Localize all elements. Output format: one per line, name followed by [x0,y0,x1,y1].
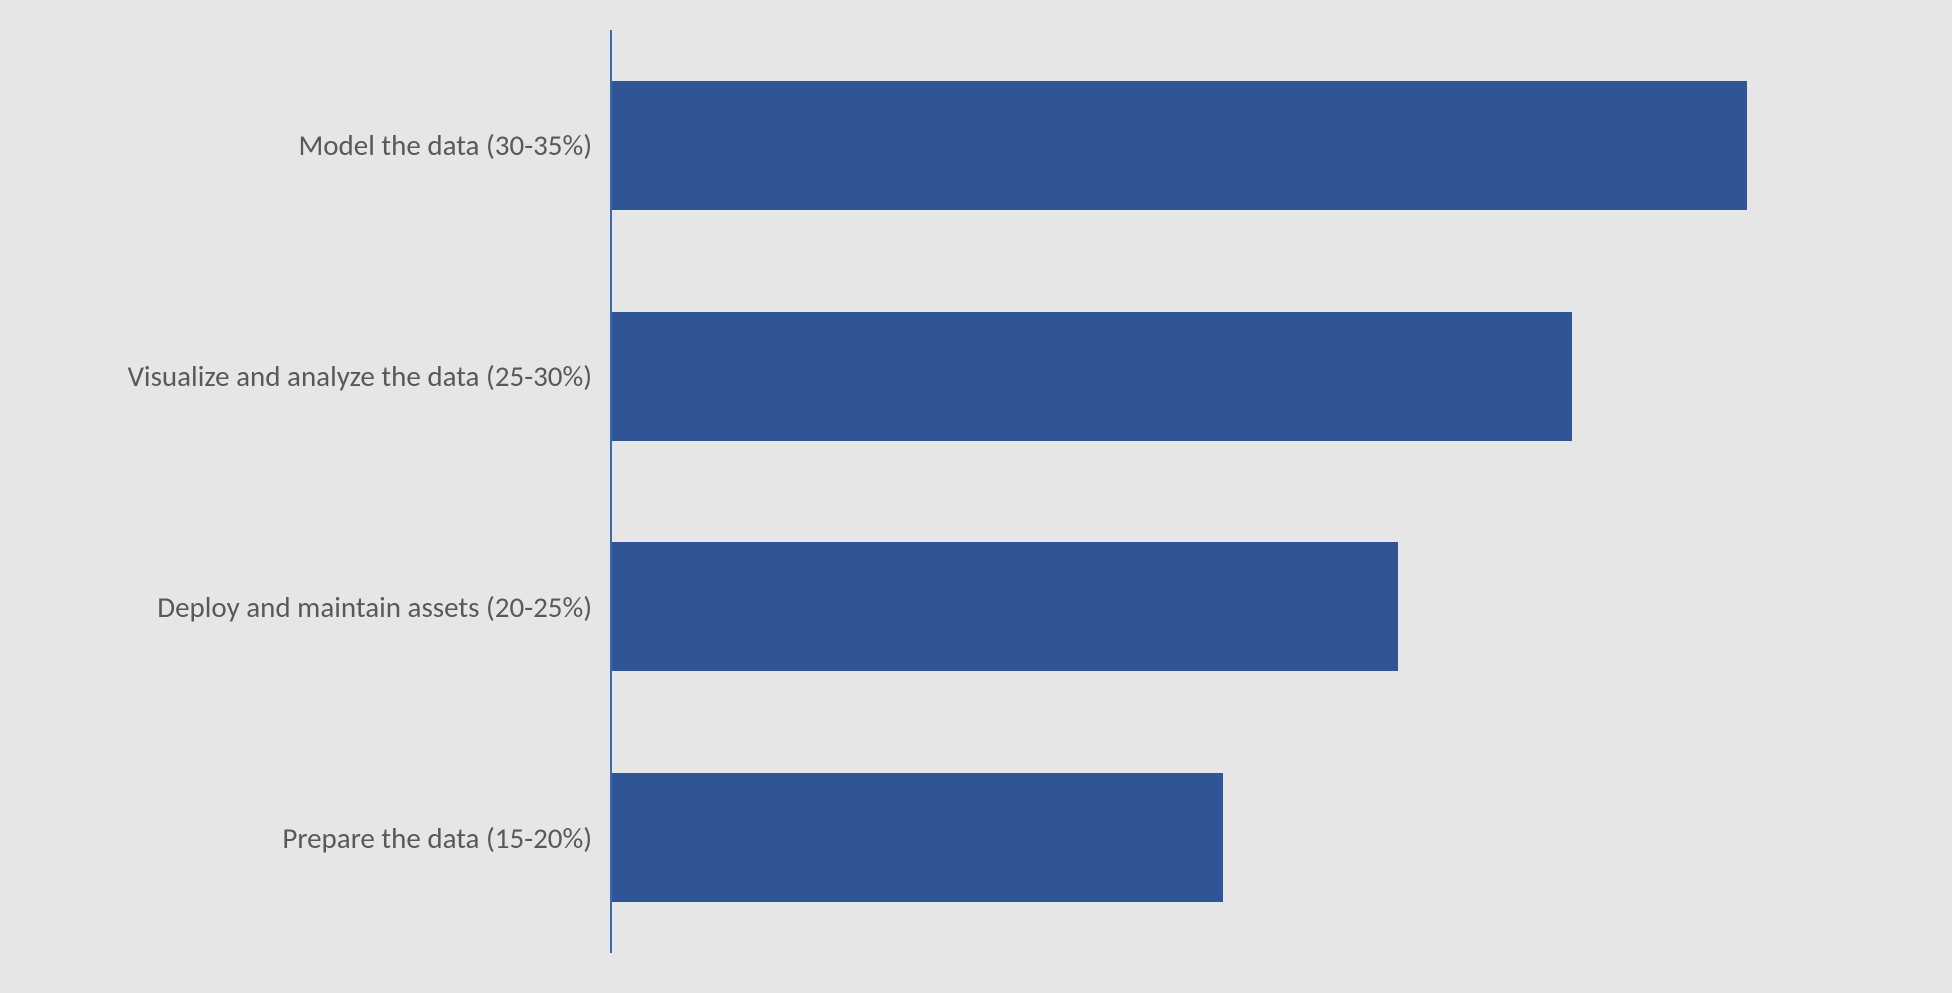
category-label: Model the data (30-35%) [0,127,610,163]
bar [612,773,1223,902]
category-label: Visualize and analyze the data (25-30%) [0,358,610,394]
chart-row: Model the data (30-35%) [0,30,1832,261]
bar [612,542,1398,671]
bar [612,312,1572,441]
bar-area [610,492,1832,723]
horizontal-bar-chart: Model the data (30-35%) Visualize and an… [0,0,1952,993]
chart-row: Prepare the data (15-20%) [0,722,1832,953]
category-label: Deploy and maintain assets (20-25%) [0,589,610,625]
bar-area [610,30,1832,261]
chart-row: Deploy and maintain assets (20-25%) [0,492,1832,723]
category-label: Prepare the data (15-20%) [0,820,610,856]
bar-area [610,261,1832,492]
chart-row: Visualize and analyze the data (25-30%) [0,261,1832,492]
bar-area [610,722,1832,953]
bar [612,81,1747,210]
